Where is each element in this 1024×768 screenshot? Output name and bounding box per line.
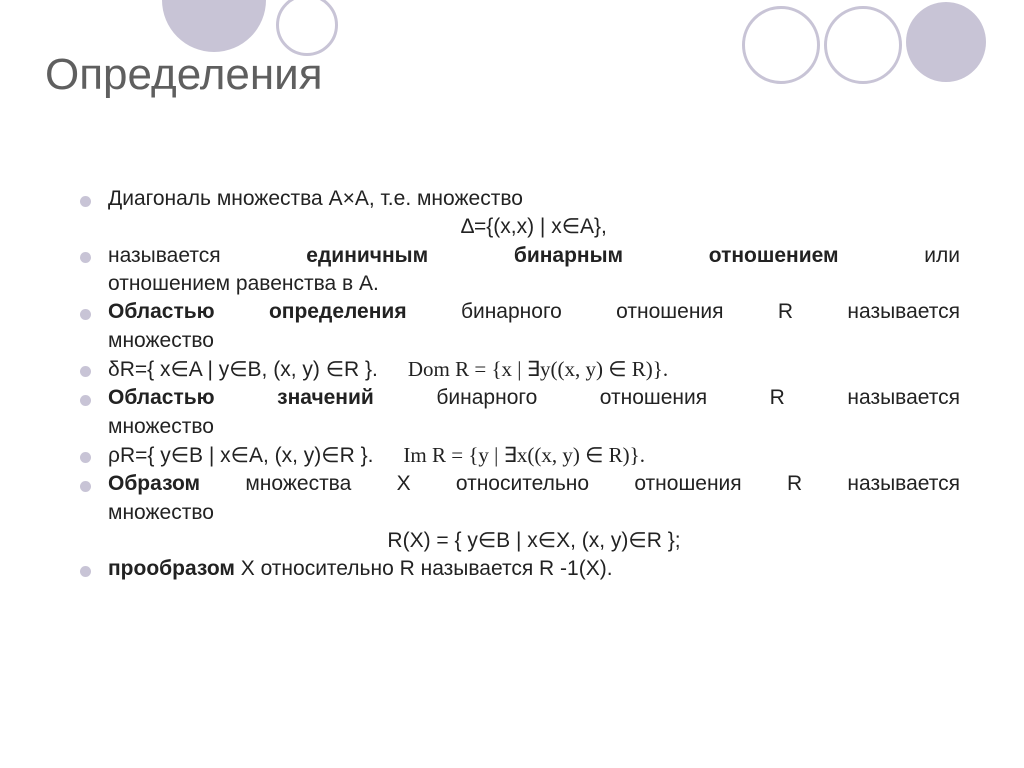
slide-content: Диагональ множества А×А, т.е. множество … — [80, 185, 960, 584]
bullet-2: называется единичным бинарным отношением… — [80, 242, 960, 299]
decor-circle-4 — [906, 2, 986, 82]
bullet-1-line1: Диагональ множества А×А, т.е. множество — [108, 187, 523, 210]
bullet-2-line1: называется единичным бинарным отношением… — [108, 242, 960, 270]
bullet-5: Областью значений бинарного отношения R … — [80, 384, 960, 441]
bullet-3: Областью определения бинарного отношения… — [80, 298, 960, 355]
bullet-8: прообразом X относительно R называется R… — [80, 555, 960, 583]
decor-circle-1 — [276, 0, 338, 56]
bullet-7-formula: R(X) = { y∈B | x∈X, (x, y)∈R }; — [108, 527, 960, 555]
bullet-6: ρR={ y∈B | x∈A, (x, y)∈R }. Im R = {y | … — [80, 441, 960, 470]
decor-circle-0 — [162, 0, 266, 52]
page-title: Определения — [45, 50, 323, 100]
bullet-4: δR={ x∈A | y∈B, (x, y) ∈R }. Dom R = {x … — [80, 355, 960, 384]
bullet-1-formula: ∆={(x,x) | x∈A}, — [108, 213, 960, 241]
bullet-3-line2: множество — [108, 327, 960, 355]
decor-circle-2 — [742, 6, 820, 84]
bullet-7-line1: Образом множества X относительно отношен… — [108, 470, 960, 498]
bullet-4-right-formula: Dom R = {x | ∃y((x, y) ∈ R)}. — [408, 355, 668, 383]
decor-circle-3 — [824, 6, 902, 84]
bullet-1: Диагональ множества А×А, т.е. множество … — [80, 185, 960, 242]
bullet-6-left: ρR={ y∈B | x∈A, (x, y)∈R }. — [108, 442, 373, 470]
bullet-3-line1: Областью определения бинарного отношения… — [108, 298, 960, 326]
bullet-7: Образом множества X относительно отношен… — [80, 470, 960, 555]
bullet-4-left: δR={ x∈A | y∈B, (x, y) ∈R }. — [108, 356, 378, 384]
bullet-5-line2: множество — [108, 413, 960, 441]
bullet-2-line2: отношением равенства в A. — [108, 270, 960, 298]
bullet-7-line2: множество — [108, 499, 960, 527]
bullet-5-line1: Областью значений бинарного отношения R … — [108, 384, 960, 412]
bullet-6-right-formula: Im R = {y | ∃x((x, y) ∈ R)}. — [403, 441, 645, 469]
